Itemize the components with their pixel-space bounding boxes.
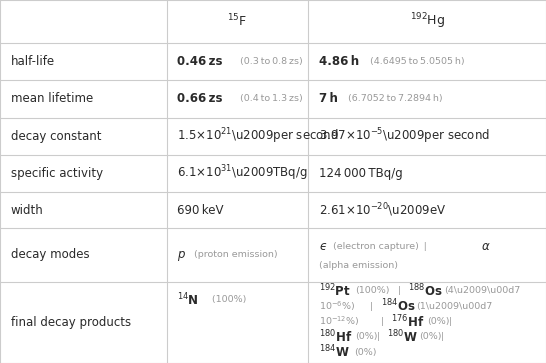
Text: (4\u2009\u00d7: (4\u2009\u00d7 — [444, 286, 520, 295]
Text: 4.86 h: 4.86 h — [319, 55, 359, 68]
Text: $6.1{\times}10^{31}$\u2009TBq/g: $6.1{\times}10^{31}$\u2009TBq/g — [177, 164, 308, 183]
Text: (6.7052 to 7.2894 h): (6.7052 to 7.2894 h) — [348, 94, 442, 103]
Text: (alpha emission): (alpha emission) — [319, 261, 399, 270]
Text: $3.97{\times}10^{-5}$\u2009per second: $3.97{\times}10^{-5}$\u2009per second — [319, 127, 490, 146]
Text: mean lifetime: mean lifetime — [11, 93, 93, 105]
Text: (proton emission): (proton emission) — [194, 250, 277, 259]
Text: decay constant: decay constant — [11, 130, 102, 143]
Text: (100%): (100%) — [355, 286, 390, 295]
Text: (0%): (0%) — [419, 333, 442, 342]
Text: (0.3 to 0.8 zs): (0.3 to 0.8 zs) — [240, 57, 303, 66]
Text: |: | — [377, 333, 380, 342]
Text: $^{180}$Hf: $^{180}$Hf — [319, 329, 353, 345]
Text: (electron capture) |: (electron capture) | — [333, 242, 432, 251]
Text: (0%): (0%) — [354, 348, 376, 357]
Text: width: width — [11, 204, 44, 217]
Text: $^{188}$Os: $^{188}$Os — [408, 282, 442, 299]
Text: ϵ: ϵ — [319, 240, 327, 253]
Text: p: p — [177, 248, 185, 261]
Text: (1\u2009\u00d7: (1\u2009\u00d7 — [417, 302, 493, 311]
Text: $^{192}$Pt: $^{192}$Pt — [319, 282, 352, 299]
Text: $^{176}$Hf: $^{176}$Hf — [391, 313, 425, 330]
Text: |: | — [449, 317, 452, 326]
Text: decay modes: decay modes — [11, 248, 90, 261]
Text: $^{184}$W: $^{184}$W — [319, 344, 350, 360]
Text: $^{180}$W: $^{180}$W — [387, 329, 418, 345]
Text: 0.46 zs: 0.46 zs — [177, 55, 223, 68]
Text: 0.66 zs: 0.66 zs — [177, 93, 223, 105]
Text: $^{192}$Hg: $^{192}$Hg — [410, 12, 445, 31]
Text: (0%): (0%) — [355, 333, 378, 342]
Text: |: | — [441, 333, 444, 342]
Text: $^{15}$F: $^{15}$F — [228, 13, 247, 30]
Text: $^{184}$Os: $^{184}$Os — [381, 298, 415, 314]
Text: (4.6495 to 5.0505 h): (4.6495 to 5.0505 h) — [370, 57, 465, 66]
Text: |: | — [381, 317, 384, 326]
Text: $2.61{\times}10^{-20}$\u2009eV: $2.61{\times}10^{-20}$\u2009eV — [319, 201, 447, 219]
Text: half-life: half-life — [11, 55, 55, 68]
Text: |: | — [397, 286, 401, 295]
Text: 7 h: 7 h — [319, 93, 339, 105]
Text: (0%): (0%) — [428, 317, 450, 326]
Text: $^{14}$N: $^{14}$N — [177, 291, 199, 308]
Text: 690 keV: 690 keV — [177, 204, 224, 217]
Text: $10^{-6}$%): $10^{-6}$%) — [319, 299, 355, 313]
Text: 124 000 TBq/g: 124 000 TBq/g — [319, 167, 403, 180]
Text: α: α — [482, 240, 489, 253]
Text: $10^{-12}$%): $10^{-12}$%) — [319, 315, 360, 329]
Text: $1.5{\times}10^{21}$\u2009per second: $1.5{\times}10^{21}$\u2009per second — [177, 127, 339, 146]
Text: (0.4 to 1.3 zs): (0.4 to 1.3 zs) — [240, 94, 303, 103]
Text: (100%): (100%) — [210, 295, 247, 304]
Text: specific activity: specific activity — [11, 167, 103, 180]
Text: final decay products: final decay products — [11, 316, 131, 329]
Text: |: | — [370, 302, 373, 311]
